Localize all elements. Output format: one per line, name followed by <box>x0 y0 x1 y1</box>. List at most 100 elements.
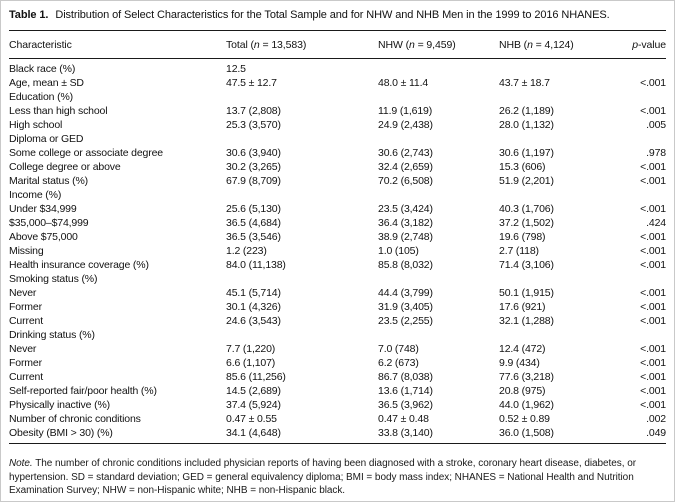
table-row: Drinking status (%) <box>9 328 666 342</box>
nhb-cell: 26.2 (1,189) <box>499 105 554 117</box>
nhb-cell <box>499 59 609 77</box>
characteristic-cell: Smoking status (%) <box>9 273 98 285</box>
characteristic-cell: Health insurance coverage (%) <box>9 259 149 271</box>
nhb-cell: 30.6 (1,197) <box>499 147 554 159</box>
nhw-cell: 0.47 ± 0.48 <box>378 413 429 425</box>
table-row: Marital status (%) 67.9 (8,709) 70.2 (6,50… <box>9 174 666 188</box>
nhb-cell <box>499 90 609 104</box>
nhw-cell: 32.4 (2,659) <box>378 161 433 173</box>
nhb-cell: 28.0 (1,132) <box>499 119 554 131</box>
nhw-cell: 31.9 (3,405) <box>378 301 433 313</box>
table-row: Less than high school 13.7 (2,808) 11.9 (1… <box>9 104 666 118</box>
total-cell: 30.2 (3,265) <box>226 161 281 173</box>
nhb-cell <box>499 132 609 146</box>
column-header-p-value: p-value <box>632 39 666 51</box>
p-value-cell: <.001 <box>640 287 666 299</box>
p-value-cell: <.001 <box>640 161 666 173</box>
characteristic-cell: Physically inactive (%) <box>9 399 110 411</box>
p-value-cell: <.001 <box>640 371 666 383</box>
nhw-cell: 85.8 (8,032) <box>378 259 433 271</box>
nhb-cell: 50.1 (1,915) <box>499 287 554 299</box>
table-row: Former 30.1 (4,326) 31.9 (3,405) 17.6 (921)… <box>9 300 666 314</box>
total-cell: 36.5 (3,546) <box>226 231 281 243</box>
p-value-cell: <.001 <box>640 203 666 215</box>
p-value-cell <box>609 188 666 202</box>
nhb-cell: 9.9 (434) <box>499 357 540 369</box>
nhb-cell: 51.9 (2,201) <box>499 175 554 187</box>
column-header-total: Total (n = 13,583) <box>226 39 307 51</box>
p-value-cell: .049 <box>646 427 666 439</box>
p-value-cell <box>609 328 666 342</box>
table-note-label: Note. <box>9 458 33 469</box>
characteristic-cell: High school <box>9 119 63 131</box>
nhb-cell: 43.7 ± 18.7 <box>499 77 550 89</box>
table-row: Age, mean ± SD 47.5 ± 12.7 48.0 ± 11.4 43.7… <box>9 76 666 90</box>
table-row: Education (%) <box>9 90 666 104</box>
total-cell <box>226 328 378 342</box>
characteristic-cell: Never <box>9 287 37 299</box>
column-header-nhw: NHW (n = 9,459) <box>378 39 456 51</box>
table-row: Never 7.7 (1,220) 7.0 (748) 12.4 (472) <.001 <box>9 342 666 356</box>
nhw-cell <box>378 90 499 104</box>
table-row: Income (%) <box>9 188 666 202</box>
table-caption-title: Distribution of Select Characteristics f… <box>55 9 610 21</box>
table-row: High school 25.3 (3,570) 24.9 (2,438) 28.0 … <box>9 118 666 132</box>
nhb-cell: 20.8 (975) <box>499 385 546 397</box>
total-cell: 13.7 (2,808) <box>226 105 281 117</box>
table-caption-label: Table 1. <box>9 9 49 21</box>
column-header-characteristic: Characteristic <box>9 39 72 51</box>
table-body: Black race (%) 12.5 Age, mean ± SD 47.5 ± 1… <box>9 59 666 444</box>
characteristic-cell: Under $34,999 <box>9 203 77 215</box>
total-cell: 25.6 (5,130) <box>226 203 281 215</box>
table-row: Some college or associate degree 30.6 (3,… <box>9 146 666 160</box>
p-value-cell <box>609 132 666 146</box>
characteristic-cell: Former <box>9 301 42 313</box>
characteristic-cell: Income (%) <box>9 189 62 201</box>
nhw-cell: 30.6 (2,743) <box>378 147 433 159</box>
table-row: Former 6.6 (1,107) 6.2 (673) 9.9 (434) <.001 <box>9 356 666 370</box>
characteristic-cell: Some college or associate degree <box>9 147 163 159</box>
p-value-cell: .002 <box>646 413 666 425</box>
p-value-cell: <.001 <box>640 105 666 117</box>
nhw-cell: 23.5 (3,424) <box>378 203 433 215</box>
characteristic-cell: Black race (%) <box>9 63 76 75</box>
table-row: Number of chronic conditions 0.47 ± 0.55 0… <box>9 412 666 426</box>
total-cell <box>226 132 378 146</box>
column-header-nhb: NHB (n = 4,124) <box>499 39 574 51</box>
total-cell: 30.6 (3,940) <box>226 147 281 159</box>
total-cell: 37.4 (5,924) <box>226 399 281 411</box>
nhw-cell: 86.7 (8,038) <box>378 371 433 383</box>
characteristic-cell: Above $75,000 <box>9 231 78 243</box>
table-row: Obesity (BMI > 30) (%) 34.1 (4,648) 33.8 (… <box>9 426 666 444</box>
characteristic-cell: College degree or above <box>9 161 121 173</box>
nhw-cell <box>378 188 499 202</box>
nhb-cell: 36.0 (1,508) <box>499 427 554 439</box>
table-row: Black race (%) 12.5 <box>9 59 666 77</box>
p-value-cell: .978 <box>646 147 666 159</box>
p-value-cell <box>609 59 666 77</box>
nhw-cell: 36.4 (3,182) <box>378 217 433 229</box>
total-cell: 14.5 (2,689) <box>226 385 281 397</box>
nhw-cell: 23.5 (2,255) <box>378 315 433 327</box>
nhw-cell: 6.2 (673) <box>378 357 419 369</box>
p-value-cell: <.001 <box>640 175 666 187</box>
total-cell: 84.0 (11,138) <box>226 259 286 271</box>
nhb-cell: 37.2 (1,502) <box>499 217 554 229</box>
total-cell: 30.1 (4,326) <box>226 301 281 313</box>
characteristics-table: Characteristic Total (n = 13,583) NHW (n… <box>9 30 666 444</box>
table-row: Current 24.6 (3,543) 23.5 (2,255) 32.1 (1,2… <box>9 314 666 328</box>
p-value-cell: .005 <box>646 119 666 131</box>
nhw-cell <box>378 272 499 286</box>
p-value-cell: <.001 <box>640 245 666 257</box>
characteristic-cell: Education (%) <box>9 91 73 103</box>
total-cell: 36.5 (4,684) <box>226 217 281 229</box>
total-cell: 45.1 (5,714) <box>226 287 281 299</box>
total-cell: 85.6 (11,256) <box>226 371 286 383</box>
nhb-cell: 40.3 (1,706) <box>499 203 554 215</box>
nhw-cell: 24.9 (2,438) <box>378 119 433 131</box>
total-cell: 6.6 (1,107) <box>226 357 276 369</box>
nhb-cell <box>499 272 609 286</box>
nhw-cell: 38.9 (2,748) <box>378 231 433 243</box>
characteristic-cell: Self-reported fair/poor health (%) <box>9 385 157 397</box>
